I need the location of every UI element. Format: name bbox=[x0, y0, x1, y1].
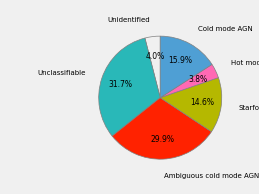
Text: Hot mode AGN: Hot mode AGN bbox=[231, 60, 259, 66]
Text: 3.8%: 3.8% bbox=[188, 75, 207, 84]
Wedge shape bbox=[99, 38, 160, 136]
Text: Starforming: Starforming bbox=[238, 105, 259, 111]
Text: Unidentified: Unidentified bbox=[108, 16, 150, 23]
Text: Unclassifiable: Unclassifiable bbox=[37, 70, 85, 76]
Text: Ambiguous cold mode AGN/Starforming: Ambiguous cold mode AGN/Starforming bbox=[164, 173, 259, 179]
Wedge shape bbox=[160, 36, 212, 98]
Wedge shape bbox=[160, 78, 222, 132]
Text: 29.9%: 29.9% bbox=[150, 135, 174, 144]
Text: 31.7%: 31.7% bbox=[109, 80, 133, 89]
Wedge shape bbox=[145, 36, 160, 98]
Text: 15.9%: 15.9% bbox=[168, 56, 192, 65]
Wedge shape bbox=[112, 98, 212, 159]
Wedge shape bbox=[160, 64, 218, 98]
Text: 4.0%: 4.0% bbox=[145, 52, 165, 61]
Text: 14.6%: 14.6% bbox=[190, 99, 214, 107]
Text: Cold mode AGN: Cold mode AGN bbox=[198, 26, 253, 32]
